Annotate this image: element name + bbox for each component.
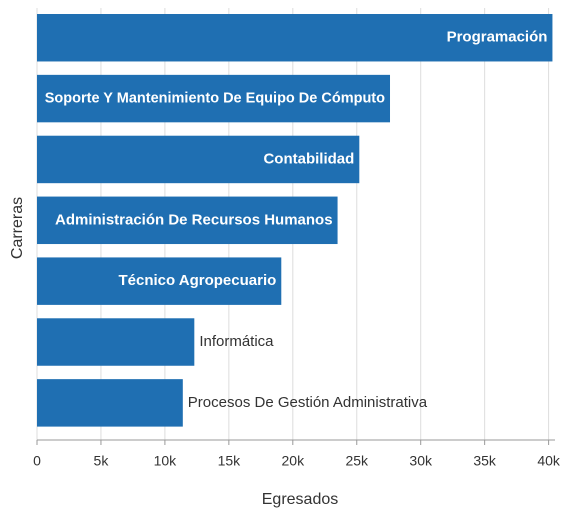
- x-tick-label: 15k: [218, 453, 242, 469]
- bar: [37, 379, 183, 427]
- bar-label: Informática: [199, 333, 274, 350]
- bar: [37, 318, 195, 366]
- y-axis-label: Carreras: [9, 197, 26, 259]
- bar-label: Contabilidad: [263, 150, 354, 167]
- bar: [37, 257, 282, 305]
- bar: [37, 135, 360, 184]
- bar: [37, 14, 553, 62]
- x-tick-label: 0: [33, 453, 41, 469]
- bar-label: Soporte Y Mantenimiento De Equipo De Cóm…: [45, 90, 385, 106]
- x-tick-label: 10k: [154, 453, 178, 469]
- x-tick-label: 5k: [94, 453, 110, 469]
- bar: [37, 74, 391, 123]
- bar: [37, 196, 338, 245]
- x-tick-label: 40k: [537, 453, 561, 469]
- x-tick-label: 25k: [345, 453, 369, 469]
- x-axis-label: Egresados: [262, 491, 339, 508]
- x-tick-label: 30k: [409, 453, 433, 469]
- bar-label: Procesos De Gestión Administrativa: [188, 394, 428, 411]
- x-tick-label: 35k: [473, 453, 497, 469]
- bar-label: Programación: [447, 29, 548, 46]
- bar-label: Administración De Recursos Humanos: [55, 211, 333, 228]
- x-tick-label: 20k: [282, 453, 306, 469]
- bar-label: Técnico Agropecuario: [118, 272, 276, 289]
